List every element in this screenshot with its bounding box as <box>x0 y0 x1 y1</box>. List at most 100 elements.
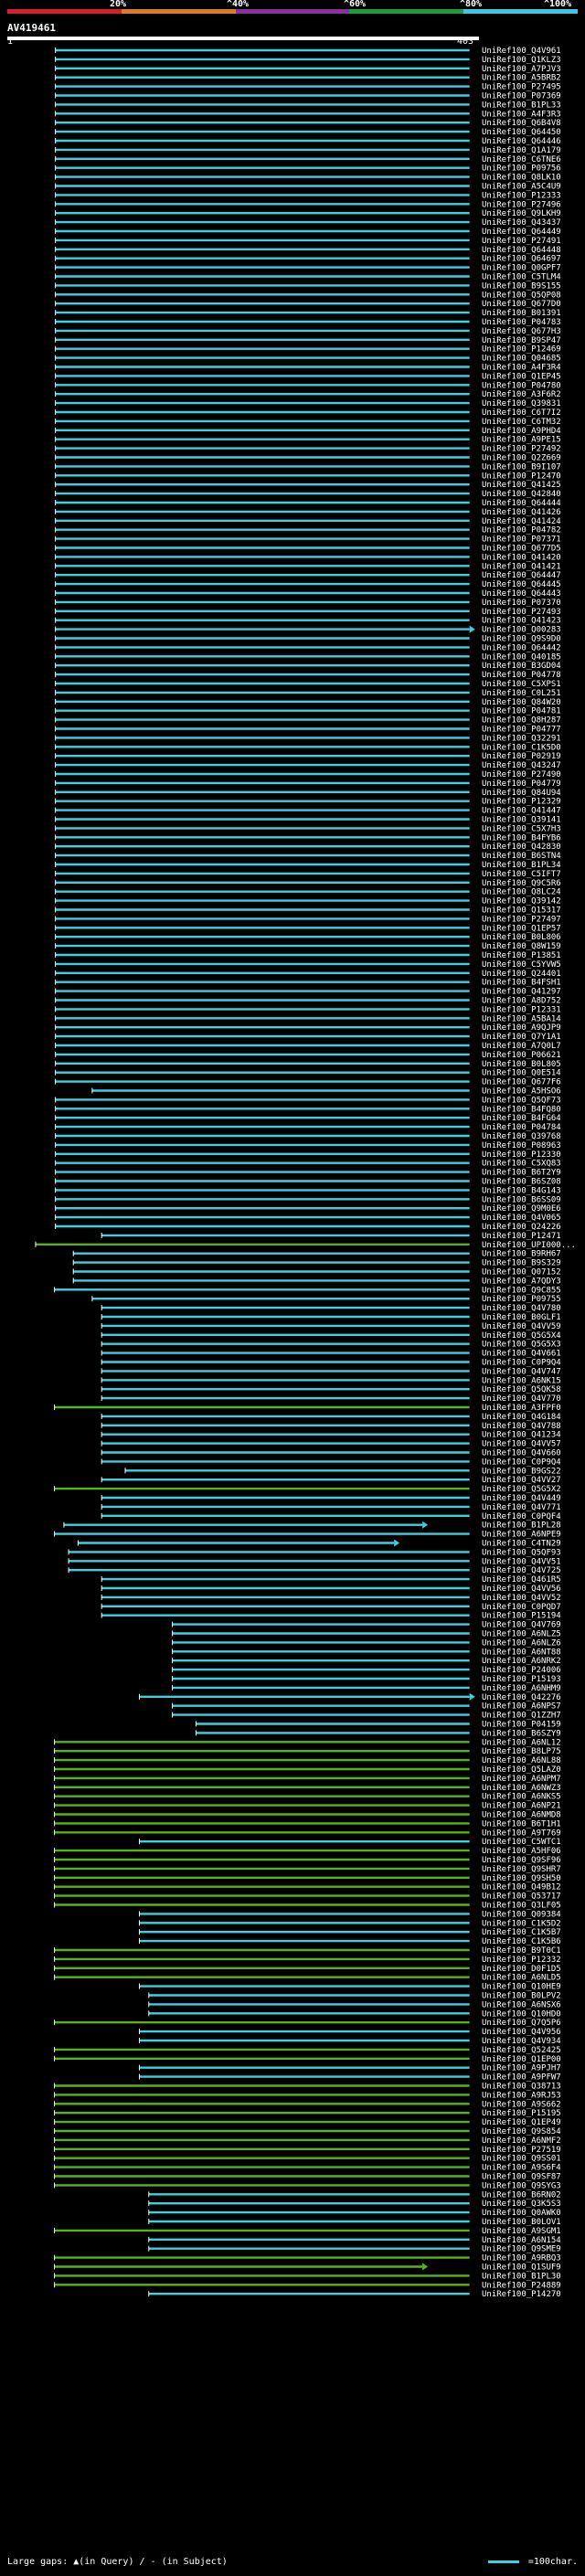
hit-label[interactable]: UniRef100_Q24226 <box>482 1223 561 1232</box>
hit-label[interactable]: UniRef100_P27491 <box>482 237 561 246</box>
hit-label[interactable]: UniRef100_B9GS22 <box>482 1467 561 1476</box>
hit-label[interactable]: UniRef100_Q10HD0 <box>482 2009 561 2019</box>
hit-label[interactable]: UniRef100_Q09384 <box>482 1910 561 1919</box>
hit-label[interactable]: UniRef100_Q84W20 <box>482 698 561 707</box>
hit-label[interactable]: UniRef100_B9SP47 <box>482 336 561 345</box>
hit-label[interactable]: UniRef100_B1PL33 <box>482 101 561 110</box>
hit-label[interactable]: UniRef100_Q52425 <box>482 2046 561 2055</box>
hit-label[interactable]: UniRef100_Q1ZZH7 <box>482 1712 561 1721</box>
hit-label[interactable]: UniRef100_Q1SUF9 <box>482 2263 561 2273</box>
hit-label[interactable]: UniRef100_Q9C855 <box>482 1286 561 1295</box>
hit-label[interactable]: UniRef100_Q4V956 <box>482 2028 561 2037</box>
hit-label[interactable]: UniRef100_P12471 <box>482 1232 561 1241</box>
hit-label[interactable]: UniRef100_A6NLZ5 <box>482 1630 561 1639</box>
hit-label[interactable]: UniRef100_A8D752 <box>482 997 561 1006</box>
hit-label[interactable]: UniRef100_A9RJ53 <box>482 2091 561 2100</box>
hit-label[interactable]: UniRef100_Q5QP08 <box>482 291 561 300</box>
hit-label[interactable]: UniRef100_Q7Q5P6 <box>482 2019 561 2028</box>
hit-label[interactable]: UniRef100_Q5LAZ0 <box>482 1765 561 1775</box>
hit-label[interactable]: UniRef100_Q64442 <box>482 643 561 652</box>
hit-label[interactable]: UniRef100_B4FQ80 <box>482 1105 561 1114</box>
hit-label[interactable]: UniRef100_C1K5D2 <box>482 1919 561 1928</box>
hit-label[interactable]: UniRef100_Q4V769 <box>482 1621 561 1630</box>
hit-label[interactable]: UniRef100_A6NPM7 <box>482 1775 561 1784</box>
hit-label[interactable]: UniRef100_Q8LK10 <box>482 174 561 183</box>
hit-label[interactable]: UniRef100_Q4V780 <box>482 1304 561 1313</box>
hit-label[interactable]: UniRef100_P15195 <box>482 2109 561 2118</box>
hit-label[interactable]: UniRef100_Q1KLZ3 <box>482 56 561 65</box>
hit-label[interactable]: UniRef100_Q9SH50 <box>482 1874 561 1883</box>
hit-label[interactable]: UniRef100_Q41423 <box>482 617 561 626</box>
hit-label[interactable]: UniRef100_Q677F6 <box>482 1078 561 1087</box>
hit-label[interactable]: UniRef100_P04779 <box>482 779 561 789</box>
hit-label[interactable]: UniRef100_Q9C5R6 <box>482 879 561 888</box>
hit-label[interactable]: UniRef100_Q4V065 <box>482 1214 561 1223</box>
hit-label[interactable]: UniRef100_Q677D0 <box>482 300 561 309</box>
hit-label[interactable]: UniRef100_P07369 <box>482 92 561 101</box>
hit-label[interactable]: UniRef100_C5XPS1 <box>482 680 561 689</box>
hit-label[interactable]: UniRef100_A6NPE9 <box>482 1531 561 1540</box>
hit-label[interactable]: UniRef100_B1PL28 <box>482 1521 561 1531</box>
hit-label[interactable]: UniRef100_A5BRB2 <box>482 74 561 83</box>
hit-label[interactable]: UniRef100_Q0GPF7 <box>482 264 561 273</box>
hit-label[interactable]: UniRef100_P12470 <box>482 472 561 481</box>
hit-label[interactable]: UniRef100_Q41421 <box>482 562 561 571</box>
hit-label[interactable]: UniRef100_P04777 <box>482 726 561 735</box>
hit-label[interactable]: UniRef100_A6N154 <box>482 2236 561 2245</box>
hit-label[interactable]: UniRef100_Q9SYG3 <box>482 2181 561 2190</box>
hit-label[interactable]: UniRef100_C0L251 <box>482 689 561 698</box>
hit-label[interactable]: UniRef100_Q64446 <box>482 137 561 146</box>
hit-label[interactable]: UniRef100_P27495 <box>482 83 561 92</box>
hit-label[interactable]: UniRef100_Q39142 <box>482 897 561 906</box>
hit-label[interactable]: UniRef100_B4G143 <box>482 1186 561 1195</box>
hit-label[interactable]: UniRef100_Q1EP57 <box>482 924 561 933</box>
hit-label[interactable]: UniRef100_Q4V747 <box>482 1367 561 1376</box>
hit-label[interactable]: UniRef100_Q53717 <box>482 1892 561 1902</box>
hit-label[interactable]: UniRef100_Q9M0E6 <box>482 1204 561 1214</box>
hit-label[interactable]: UniRef100_Q9SHR7 <box>482 1865 561 1874</box>
hit-label[interactable]: UniRef100_Q39141 <box>482 816 561 825</box>
hit-label[interactable]: UniRef100_C6TM32 <box>482 418 561 427</box>
hit-label[interactable]: UniRef100_UPI000... <box>482 1241 576 1250</box>
hit-label[interactable]: UniRef100_P09755 <box>482 1295 561 1304</box>
hit-label[interactable]: UniRef100_Q64448 <box>482 246 561 255</box>
hit-label[interactable]: UniRef100_Q7Y1A1 <box>482 1033 561 1042</box>
hit-label[interactable]: UniRef100_Q15317 <box>482 906 561 916</box>
hit-label[interactable]: UniRef100_P14270 <box>482 2290 561 2299</box>
hit-label[interactable]: UniRef100_B3GD04 <box>482 662 561 671</box>
hit-label[interactable]: UniRef100_C0PQF4 <box>482 1512 561 1521</box>
hit-label[interactable]: UniRef100_P12330 <box>482 1150 561 1160</box>
hit-label[interactable]: UniRef100_B1PL30 <box>482 2272 561 2281</box>
hit-label[interactable]: UniRef100_Q4V770 <box>482 1394 561 1404</box>
hit-label[interactable]: UniRef100_Q9SF96 <box>482 1856 561 1865</box>
hit-label[interactable]: UniRef100_Q39831 <box>482 399 561 408</box>
hit-label[interactable]: UniRef100_P27490 <box>482 770 561 779</box>
hit-label[interactable]: UniRef100_C1K5B7 <box>482 1928 561 1937</box>
hit-label[interactable]: UniRef100_Q4V725 <box>482 1566 561 1575</box>
hit-label[interactable]: UniRef100_P04781 <box>482 707 561 716</box>
hit-label[interactable]: UniRef100_Q5G5X3 <box>482 1341 561 1350</box>
hit-label[interactable]: UniRef100_A7QDY3 <box>482 1277 561 1286</box>
hit-label[interactable]: UniRef100_P04778 <box>482 671 561 680</box>
hit-label[interactable]: UniRef100_B6T1H1 <box>482 1819 561 1829</box>
hit-label[interactable]: UniRef100_Q677H3 <box>482 327 561 336</box>
hit-label[interactable]: UniRef100_P04783 <box>482 318 561 327</box>
hit-label[interactable]: UniRef100_Q64697 <box>482 255 561 264</box>
hit-label[interactable]: UniRef100_Q42276 <box>482 1693 561 1702</box>
hit-label[interactable]: UniRef100_Q4VV52 <box>482 1594 561 1603</box>
hit-label[interactable]: UniRef100_Q5G5X4 <box>482 1331 561 1341</box>
hit-label[interactable]: UniRef100_C5X7H3 <box>482 824 561 833</box>
hit-label[interactable]: UniRef100_A7Q0L7 <box>482 1042 561 1051</box>
hit-label[interactable]: UniRef100_P06621 <box>482 1051 561 1060</box>
hit-label[interactable]: UniRef100_A4F3R3 <box>482 110 561 119</box>
hit-label[interactable]: UniRef100_Q8H287 <box>482 716 561 726</box>
hit-label[interactable]: UniRef100_Q9S854 <box>482 2127 561 2136</box>
hit-label[interactable]: UniRef100_P27497 <box>482 915 561 924</box>
hit-label[interactable]: UniRef100_A9S6F4 <box>482 2164 561 2173</box>
hit-label[interactable]: UniRef100_B6SZ08 <box>482 1178 561 1187</box>
hit-label[interactable]: UniRef100_B9S155 <box>482 281 561 291</box>
hit-label[interactable]: UniRef100_Q5G5X2 <box>482 1485 561 1494</box>
hit-label[interactable]: UniRef100_Q9S9D0 <box>482 635 561 644</box>
hit-label[interactable]: UniRef100_B9S329 <box>482 1259 561 1268</box>
hit-label[interactable]: UniRef100_Q00283 <box>482 626 561 635</box>
